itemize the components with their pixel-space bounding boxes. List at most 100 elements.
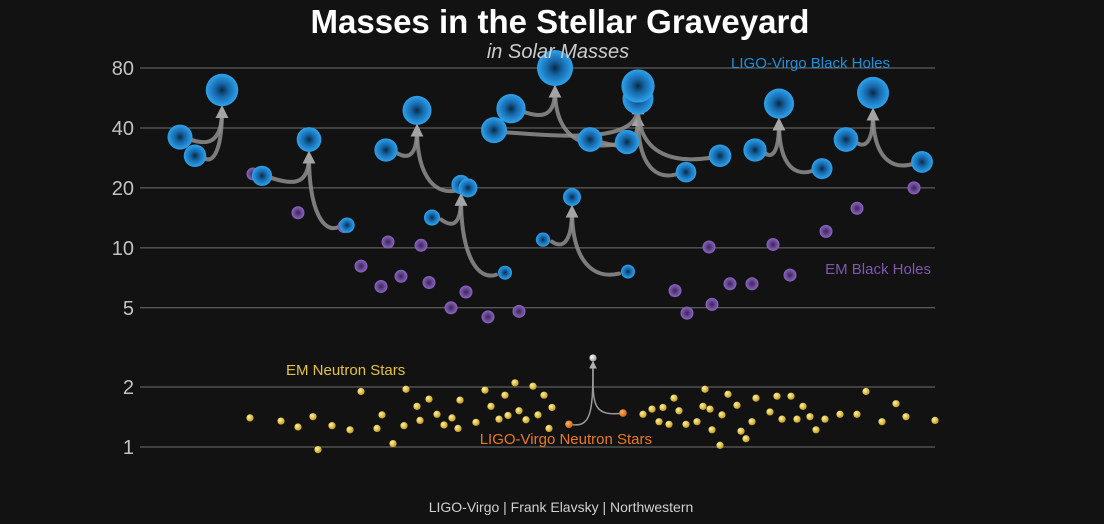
em-neutron-star-point — [853, 410, 861, 418]
merger-arrow — [439, 193, 468, 226]
em-neutron-star-point — [534, 411, 542, 419]
em-neutron-star-point — [328, 422, 336, 430]
merger-arrow — [410, 123, 461, 194]
legend-ligo-black-holes: LIGO-Virgo Black Holes — [731, 55, 890, 72]
em-neutron-star-point — [495, 415, 503, 423]
legend-ligo-neutron-stars: LIGO-Virgo Neutron Stars — [480, 431, 652, 448]
em-neutron-star-point — [878, 418, 886, 426]
em-neutron-star-point — [400, 422, 408, 430]
ligo-black-hole-point — [535, 232, 551, 247]
merger-arrow — [454, 193, 498, 278]
ligo-ns-merger-arrow — [568, 360, 597, 426]
em-neutron-star-point — [892, 400, 900, 408]
em-black-hole-point — [459, 285, 473, 299]
ligo-black-hole-point — [708, 144, 732, 168]
ligo-black-hole-remnant — [621, 69, 655, 103]
em-neutron-star-point — [373, 424, 381, 432]
y-tick-label: 1 — [123, 437, 134, 459]
em-neutron-star-point — [294, 423, 302, 431]
ligo-black-hole-point — [621, 264, 635, 279]
ligo-black-hole-remnant — [402, 95, 432, 125]
merger-arrow — [302, 150, 340, 231]
ligo-black-hole-point — [743, 138, 767, 162]
merger-arrow — [631, 113, 679, 178]
ligo-black-hole-remnant — [537, 50, 573, 86]
em-neutron-star-point — [806, 413, 814, 421]
em-neutron-star-point — [836, 410, 844, 418]
ligo-neutron-star-remnant — [589, 354, 597, 362]
ligo-black-hole-point — [423, 209, 441, 226]
em-neutron-star-point — [456, 396, 464, 404]
legend-em-black-holes: EM Black Holes — [825, 261, 931, 278]
merger-arrows — [187, 84, 915, 426]
em-neutron-star-point — [515, 407, 523, 415]
y-tick-label: 20 — [112, 178, 134, 200]
ligo-black-hole-point — [496, 94, 526, 124]
em-neutron-star-point — [357, 387, 365, 396]
ligo-black-hole-remnant — [857, 76, 889, 109]
em-neutron-star-point — [454, 424, 462, 432]
em-black-hole-point — [702, 240, 716, 254]
em-black-hole-point — [422, 275, 436, 289]
ligo-black-hole-point — [833, 127, 859, 152]
em-neutron-star-point — [670, 394, 678, 402]
em-neutron-star-point — [309, 413, 317, 421]
em-neutron-star-point — [799, 402, 807, 410]
em-neutron-star-point — [511, 379, 519, 387]
em-neutron-star-point — [706, 405, 714, 413]
em-neutron-star-point — [682, 420, 690, 428]
ligo-black-hole-remnant — [763, 88, 795, 119]
ligo-neutron-star-point — [619, 409, 627, 417]
merger-arrow — [565, 204, 621, 277]
em-neutron-star-point — [733, 401, 741, 409]
em-neutron-star-point — [902, 413, 910, 421]
em-neutron-star-point — [389, 440, 397, 448]
em-neutron-star-point — [793, 415, 801, 423]
ligo-black-hole-point — [183, 144, 207, 168]
em-black-hole-point — [394, 269, 408, 283]
em-neutron-star-point — [472, 418, 480, 426]
em-black-hole-point — [291, 206, 305, 220]
em-neutron-star-point — [246, 414, 254, 422]
ligo-black-hole-point — [911, 151, 933, 173]
em-neutron-star-point — [659, 403, 667, 412]
em-neutron-star-point — [433, 410, 441, 418]
em-black-hole-point — [766, 237, 780, 251]
em-black-hole-point — [850, 201, 864, 215]
em-neutron-star-point — [718, 411, 726, 419]
ligo-black-hole-point — [339, 217, 355, 233]
em-neutron-star-point — [425, 395, 433, 403]
em-neutron-star-point — [752, 394, 760, 402]
em-neutron-star-point — [413, 402, 421, 410]
em-black-hole-point — [745, 277, 759, 291]
ligo-black-hole-point — [811, 158, 833, 180]
em-neutron-star-point — [504, 411, 512, 420]
merger-arrow — [550, 204, 579, 247]
em-black-hole-point — [444, 301, 458, 315]
ligo-neutron-star-point — [565, 420, 573, 429]
em-neutron-star-point — [416, 416, 424, 425]
em-neutron-star-point — [699, 402, 707, 410]
em-neutron-star-point — [545, 424, 553, 432]
em-neutron-star-point — [748, 418, 756, 426]
merger-arrow — [187, 105, 229, 145]
em-neutron-star-point — [931, 416, 939, 425]
merger-arrow — [202, 105, 229, 162]
credit-line: LIGO-Virgo | Frank Elavsky | Northwester… — [429, 499, 694, 515]
em-black-hole-point — [680, 306, 694, 320]
merger-arrow — [269, 150, 316, 184]
em-neutron-star-point — [675, 407, 683, 415]
ligo-black-hole-point — [374, 138, 398, 162]
em-neutron-star-point — [812, 426, 820, 434]
em-neutron-star-point — [529, 382, 537, 390]
em-neutron-star-point — [314, 446, 322, 454]
em-neutron-star-point — [639, 410, 647, 418]
em-neutron-star-point — [701, 385, 709, 393]
ligo-black-hole-point — [577, 127, 603, 152]
em-neutron-star-point — [737, 427, 745, 435]
legend-em-neutron-stars: EM Neutron Stars — [286, 362, 405, 379]
ligo-black-hole-point — [251, 165, 273, 186]
em-neutron-star-point — [787, 392, 795, 400]
em-neutron-star-point — [448, 414, 456, 422]
